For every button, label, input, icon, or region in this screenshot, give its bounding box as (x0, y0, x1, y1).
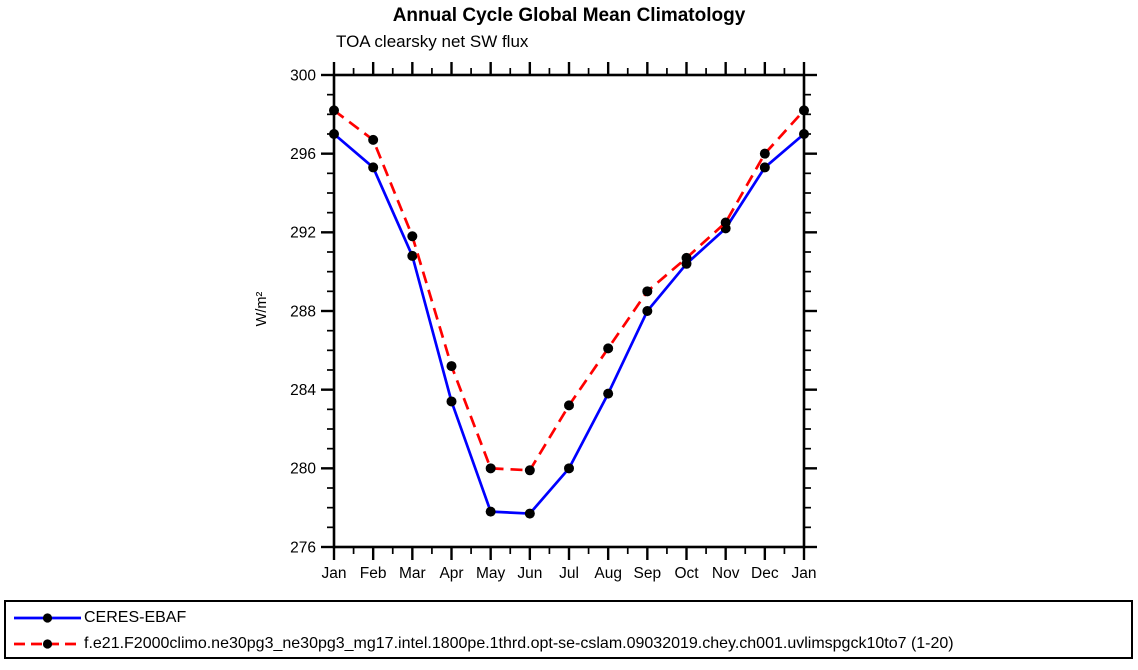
series-marker-1 (564, 400, 574, 411)
y-tick-label: 292 (290, 225, 316, 242)
annual-cycle-line-chart: Jan Feb Mar Apr May Jun Jul Aug Sep Oct Nov Dec Jan 2… (290, 62, 817, 582)
series-marker-0 (524, 508, 535, 519)
series-marker-1 (446, 361, 457, 372)
x-tick-label: Feb (360, 565, 387, 582)
legend-item-obs: CERES-EBAF (6, 605, 1131, 631)
legend-item-model: f.e21.F2000climo.ne30pg3_ne30pg3_mg17.in… (6, 631, 1131, 657)
series-line-1 (333, 109, 806, 472)
x-tick-label: Aug (594, 565, 622, 582)
series-marker-1 (759, 148, 770, 159)
series-marker-1 (799, 105, 809, 116)
y-tick-label: 288 (290, 303, 316, 320)
series-marker-0 (446, 396, 457, 407)
series-marker-1 (485, 463, 496, 474)
x-tick-label: Jan (322, 565, 347, 582)
series-marker-0 (759, 162, 770, 173)
series-marker-0 (603, 388, 614, 399)
legend-label-obs: CERES-EBAF (84, 609, 187, 626)
x-tick-label: Oct (674, 565, 699, 582)
series-marker-0 (799, 129, 809, 139)
model-line-sample-icon (14, 639, 81, 649)
series-marker-0 (564, 463, 574, 474)
series-marker-1 (524, 465, 535, 476)
legend-box: CERES-EBAF f.e21.F2000climo.ne30pg3_ne30… (4, 600, 1133, 659)
legend-label-model: f.e21.F2000climo.ne30pg3_ne30pg3_mg17.in… (84, 635, 954, 652)
series-marker-1 (720, 217, 731, 228)
y-tick-label: 280 (290, 461, 316, 478)
x-tick-label: May (476, 565, 506, 582)
series-marker-0 (642, 306, 653, 316)
series-marker-1 (329, 105, 339, 116)
y-tick-label: 276 (290, 539, 316, 556)
x-tick-label: Jun (517, 565, 542, 582)
series-line-0 (333, 132, 805, 515)
x-tick-label: Sep (634, 565, 662, 582)
x-tick-label: Jul (559, 565, 579, 582)
y-tick-label: 296 (290, 146, 316, 163)
x-tick-label: Mar (399, 565, 426, 582)
x-tick-label: Nov (712, 565, 740, 582)
series-marker-0 (329, 129, 339, 139)
series-marker-1 (368, 134, 379, 145)
series-marker-0 (368, 162, 379, 173)
series-marker-1 (642, 286, 653, 297)
chart-subtitle: TOA clearsky net SW flux (336, 32, 529, 51)
x-tick-label: Apr (439, 565, 463, 582)
obs-line-sample-icon (14, 613, 81, 623)
x-tick-label: Dec (751, 565, 779, 582)
plot-frame (332, 73, 806, 549)
series-marker-0 (485, 506, 496, 517)
chart-title: Annual Cycle Global Mean Climatology (392, 5, 746, 26)
series-marker-0 (407, 250, 418, 261)
series-marker-1 (407, 231, 418, 242)
y-tick-label: 300 (290, 67, 316, 84)
series-marker-1 (681, 252, 692, 263)
y-tick-label: 284 (290, 382, 316, 399)
x-tick-label: Jan (792, 565, 817, 582)
series-marker-1 (603, 343, 614, 354)
